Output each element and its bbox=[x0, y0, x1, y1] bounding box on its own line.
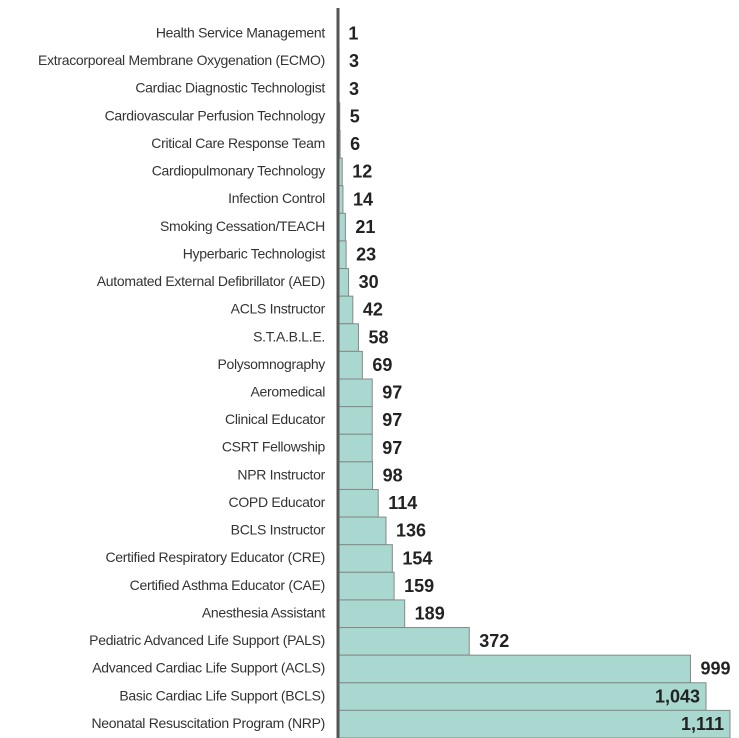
bar bbox=[337, 599, 406, 629]
bar bbox=[337, 571, 395, 601]
value-label: 14 bbox=[353, 189, 373, 209]
bar bbox=[337, 709, 731, 738]
value-label: 97 bbox=[382, 383, 402, 403]
category-label: Extracorporeal Membrane Oxygenation (ECM… bbox=[38, 52, 325, 68]
value-label: 42 bbox=[363, 300, 383, 320]
category-label: Cardiac Diagnostic Technologist bbox=[135, 80, 325, 96]
category-label: Hyperbaric Technologist bbox=[183, 245, 326, 261]
category-label: Cardiopulmonary Technology bbox=[152, 163, 326, 179]
category-label: Automated External Defibrillator (AED) bbox=[97, 273, 325, 289]
category-label: BCLS Instructor bbox=[231, 522, 326, 538]
value-label: 30 bbox=[359, 272, 379, 292]
value-label: 97 bbox=[382, 410, 402, 430]
category-label: Anesthesia Assistant bbox=[202, 604, 326, 620]
category-label: Cardiovascular Perfusion Technology bbox=[105, 107, 326, 123]
category-label: Critical Care Response Team bbox=[151, 135, 325, 151]
bar bbox=[337, 682, 707, 711]
category-label: Basic Cardiac Life Support (BCLS) bbox=[119, 687, 325, 703]
value-label: 372 bbox=[479, 631, 509, 651]
value-label: 154 bbox=[402, 548, 432, 568]
category-label: Pediatric Advanced Life Support (PALS) bbox=[89, 632, 325, 648]
bar bbox=[337, 295, 354, 325]
bar bbox=[337, 488, 379, 518]
bars bbox=[337, 19, 731, 738]
value-label: 159 bbox=[404, 576, 434, 596]
value-label: 1,043 bbox=[655, 686, 700, 706]
value-label: 3 bbox=[349, 51, 359, 71]
value-label: 97 bbox=[382, 438, 402, 458]
bar bbox=[337, 654, 691, 684]
bar bbox=[337, 433, 373, 463]
value-label: 114 bbox=[388, 493, 417, 513]
category-label: Certified Asthma Educator (CAE) bbox=[130, 577, 325, 593]
value-label: 12 bbox=[352, 162, 372, 182]
bar bbox=[337, 406, 373, 435]
value-label: 98 bbox=[383, 465, 403, 485]
category-label: S.T.A.B.L.E. bbox=[253, 328, 325, 344]
category-label: COPD Educator bbox=[229, 494, 326, 510]
value-label: 189 bbox=[415, 603, 445, 623]
category-label: Smoking Cessation/TEACH bbox=[160, 218, 325, 234]
value-label: 6 bbox=[350, 134, 360, 154]
bar bbox=[337, 516, 387, 546]
bar bbox=[337, 461, 374, 490]
category-label: Aeromedical bbox=[250, 384, 325, 400]
value-label: 3 bbox=[349, 79, 359, 99]
category-label: Health Service Management bbox=[156, 25, 326, 41]
value-label: 5 bbox=[350, 106, 360, 126]
value-label: 58 bbox=[368, 327, 388, 347]
bar bbox=[337, 350, 363, 380]
category-label: Polysomnography bbox=[217, 356, 325, 372]
category-label: Clinical Educator bbox=[225, 411, 326, 427]
category-label: Neonatal Resuscitation Program (NRP) bbox=[91, 715, 325, 731]
value-label: 23 bbox=[356, 244, 376, 264]
value-label: 136 bbox=[396, 521, 426, 541]
category-label: CSRT Fellowship bbox=[222, 439, 326, 455]
value-label: 1 bbox=[348, 24, 358, 44]
category-label: NPR Instructor bbox=[237, 466, 325, 482]
value-label: 1,111 bbox=[681, 714, 724, 734]
bar bbox=[337, 323, 359, 352]
category-label: Advanced Cardiac Life Support (ACLS) bbox=[92, 660, 325, 676]
category-label: ACLS Instructor bbox=[231, 301, 326, 317]
bar bbox=[337, 268, 350, 297]
category-label: Infection Control bbox=[228, 190, 325, 206]
category-label: Certified Respiratory Educator (CRE) bbox=[106, 549, 326, 565]
value-label: 69 bbox=[372, 355, 392, 375]
value-label: 999 bbox=[700, 659, 730, 679]
bar bbox=[337, 378, 373, 408]
bar bbox=[337, 627, 470, 656]
value-label: 21 bbox=[355, 217, 375, 237]
bar bbox=[337, 544, 393, 573]
